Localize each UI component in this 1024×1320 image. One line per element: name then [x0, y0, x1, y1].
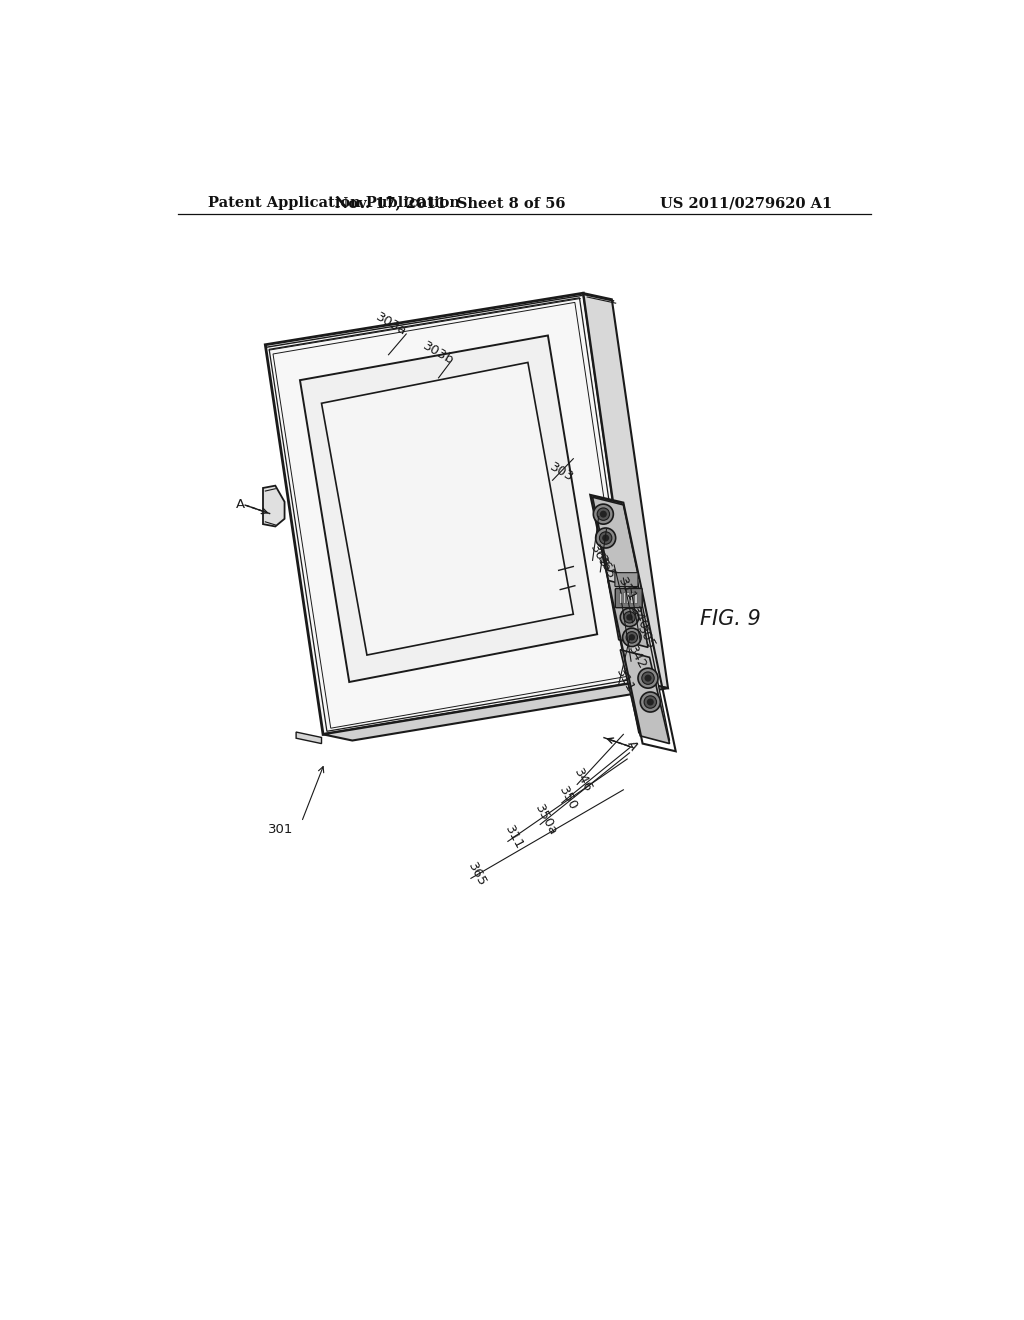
Text: 350: 350: [556, 785, 580, 813]
Text: 303a: 303a: [373, 310, 409, 338]
Circle shape: [642, 672, 654, 684]
Text: 342: 342: [626, 643, 649, 672]
Circle shape: [600, 511, 607, 517]
Bar: [631, 591, 633, 603]
Polygon shape: [323, 682, 668, 741]
Bar: [634, 591, 637, 603]
Text: 303: 303: [548, 461, 575, 484]
Text: 311: 311: [613, 667, 637, 694]
Polygon shape: [621, 649, 670, 743]
Text: 305: 305: [635, 623, 658, 652]
Polygon shape: [300, 335, 597, 682]
Circle shape: [602, 535, 609, 541]
FancyBboxPatch shape: [615, 589, 642, 607]
Polygon shape: [296, 733, 322, 743]
Polygon shape: [593, 498, 639, 578]
Circle shape: [644, 675, 651, 681]
Circle shape: [593, 504, 613, 524]
Circle shape: [629, 634, 635, 640]
Text: FIG. 9: FIG. 9: [700, 609, 761, 628]
Text: 365: 365: [465, 861, 488, 888]
Polygon shape: [265, 293, 639, 734]
Circle shape: [647, 698, 653, 705]
Text: 303b: 303b: [421, 339, 457, 367]
Circle shape: [621, 609, 639, 627]
Circle shape: [640, 692, 660, 711]
Bar: [618, 591, 622, 603]
Circle shape: [626, 631, 638, 643]
Circle shape: [627, 614, 633, 620]
Text: Nov. 17, 2011  Sheet 8 of 56: Nov. 17, 2011 Sheet 8 of 56: [335, 197, 565, 210]
Polygon shape: [584, 293, 668, 688]
Circle shape: [644, 696, 656, 709]
Polygon shape: [608, 581, 648, 647]
Text: Patent Application Publication: Patent Application Publication: [208, 197, 460, 210]
Text: 365: 365: [587, 543, 610, 570]
Polygon shape: [322, 363, 573, 655]
Text: 365: 365: [595, 554, 618, 582]
Polygon shape: [263, 486, 285, 527]
Circle shape: [597, 508, 609, 520]
Text: 350a: 350a: [532, 803, 560, 838]
Circle shape: [624, 611, 635, 623]
Text: A: A: [237, 499, 245, 511]
Text: A: A: [625, 738, 640, 752]
Circle shape: [638, 668, 658, 688]
Circle shape: [599, 532, 612, 544]
FancyBboxPatch shape: [614, 573, 638, 586]
Text: 311: 311: [503, 824, 525, 851]
Text: 301: 301: [268, 824, 294, 837]
Text: 311: 311: [615, 576, 639, 605]
Circle shape: [623, 628, 641, 647]
Polygon shape: [591, 496, 670, 741]
Text: 340: 340: [627, 605, 650, 634]
Text: US 2011/0279620 A1: US 2011/0279620 A1: [660, 197, 833, 210]
Bar: [623, 591, 626, 603]
Circle shape: [596, 528, 615, 548]
Text: 346: 346: [571, 767, 595, 795]
Bar: [627, 591, 629, 603]
